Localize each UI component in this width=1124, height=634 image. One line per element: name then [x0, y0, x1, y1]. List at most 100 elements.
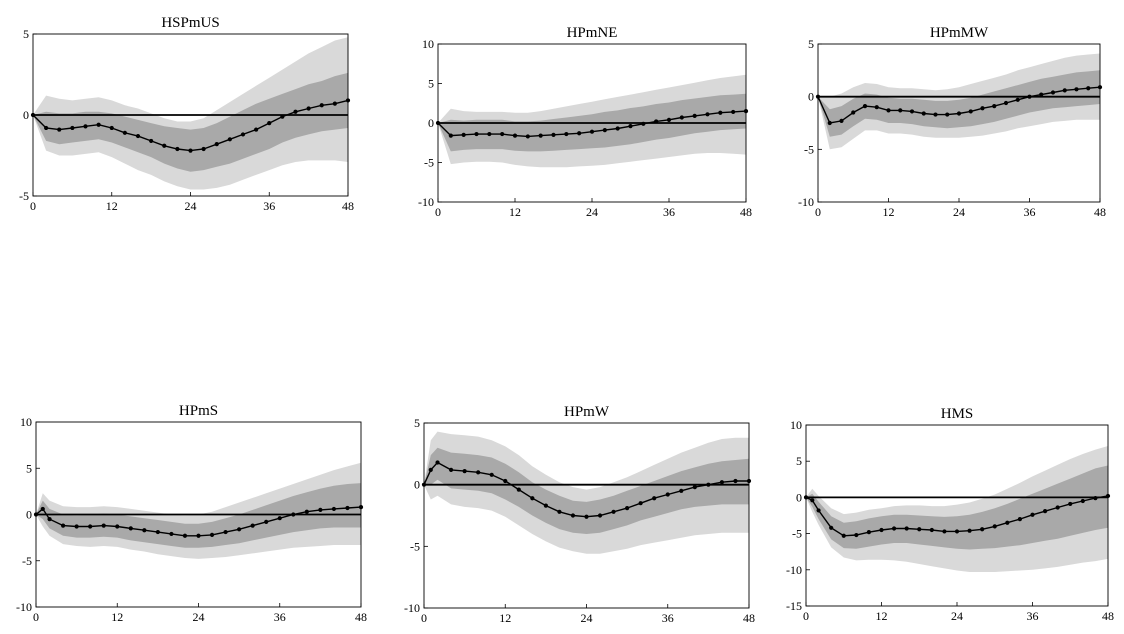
y-tick-label: 0 [428, 116, 434, 130]
chart-title: HSPmUS [161, 15, 219, 31]
data-point [956, 111, 962, 116]
data-point [718, 110, 723, 115]
x-tick-label: 24 [193, 610, 205, 624]
y-tick-label: 5 [26, 461, 32, 475]
data-point [319, 103, 324, 108]
data-point [96, 122, 101, 127]
panel-hpmw: HPmW 0 12 24 36 48 -10 -5 0 5 [404, 404, 755, 625]
data-point [641, 121, 646, 126]
data-point [500, 131, 505, 137]
data-point [1003, 100, 1009, 106]
data-point [476, 470, 481, 475]
data-point [188, 148, 193, 153]
y-tick-label: -5 [19, 189, 29, 203]
data-point [240, 132, 246, 137]
data-point [304, 509, 309, 514]
data-point [942, 529, 947, 534]
y-tick-label: 0 [26, 508, 32, 522]
y-tick-label: 0 [808, 90, 814, 104]
data-point [628, 124, 633, 129]
data-point [584, 514, 589, 519]
y-tick-label: -10 [786, 563, 802, 577]
data-point [992, 524, 997, 529]
data-point [602, 128, 607, 133]
data-point [1068, 501, 1073, 507]
x-tick-label: 0 [33, 610, 39, 624]
point-estimate-line [35, 506, 362, 537]
y-tick-label: 5 [23, 27, 29, 41]
data-point [128, 526, 133, 531]
data-point [264, 519, 269, 525]
data-point [679, 488, 684, 493]
data-point [345, 505, 350, 511]
data-point [954, 529, 960, 534]
data-point [169, 531, 174, 537]
data-point [945, 112, 950, 117]
data-point [331, 506, 337, 512]
data-point [891, 526, 897, 531]
data-point [44, 125, 49, 131]
data-point [1050, 90, 1056, 95]
data-point [237, 527, 242, 532]
x-tick-label: 24 [581, 611, 593, 625]
x-tick-label: 24 [185, 199, 197, 213]
data-point [448, 133, 453, 138]
data-point [1015, 97, 1020, 102]
x-tick-label: 36 [1027, 609, 1039, 623]
data-point [280, 114, 285, 119]
x-tick-label: 48 [740, 205, 752, 219]
data-point [679, 115, 684, 120]
data-point [615, 126, 620, 131]
data-point [886, 108, 891, 113]
data-point [731, 109, 736, 115]
data-point [428, 467, 433, 472]
data-point [254, 127, 259, 132]
data-point [827, 120, 832, 126]
x-tick-label: 24 [951, 609, 963, 623]
y-tick-label: 5 [808, 37, 814, 51]
y-tick-label: 0 [796, 490, 802, 504]
data-point [135, 133, 141, 139]
data-point [654, 119, 659, 124]
data-point [47, 517, 52, 522]
inner-confidence-band [424, 447, 749, 534]
outer-confidence-band [33, 37, 348, 190]
x-tick-label: 36 [263, 199, 275, 213]
data-point [306, 106, 311, 111]
data-point [898, 108, 903, 113]
panel-hpmne: HPmNE 0 12 24 36 48 -10 -5 0 5 10 [418, 25, 752, 219]
y-tick-label: -5 [410, 539, 420, 553]
y-tick-label: -10 [418, 195, 434, 209]
data-point [564, 131, 569, 137]
data-point [115, 524, 120, 529]
x-tick-label: 48 [1102, 609, 1114, 623]
data-point [277, 516, 282, 521]
data-point [332, 101, 337, 106]
data-point [968, 109, 973, 114]
y-tick-label: -5 [424, 156, 434, 170]
y-tick-label: 0 [414, 478, 420, 492]
y-tick-label: 5 [796, 454, 802, 468]
data-point [1093, 496, 1098, 501]
data-point [933, 112, 938, 117]
data-point [829, 525, 834, 530]
data-point [122, 130, 127, 135]
data-point [530, 496, 535, 501]
data-point [435, 460, 440, 465]
y-tick-label: 5 [414, 416, 420, 430]
data-point [525, 134, 530, 139]
data-point [1055, 505, 1060, 510]
data-point [83, 124, 88, 129]
data-point [705, 112, 710, 117]
x-tick-label: 36 [274, 610, 286, 624]
data-point [543, 503, 548, 508]
data-point [816, 508, 821, 513]
x-tick-label: 36 [663, 205, 675, 219]
chart-title: HPmMW [930, 25, 989, 41]
data-point [666, 117, 672, 122]
data-point [214, 142, 219, 147]
y-tick-label: 10 [20, 415, 32, 429]
data-point [516, 487, 521, 492]
